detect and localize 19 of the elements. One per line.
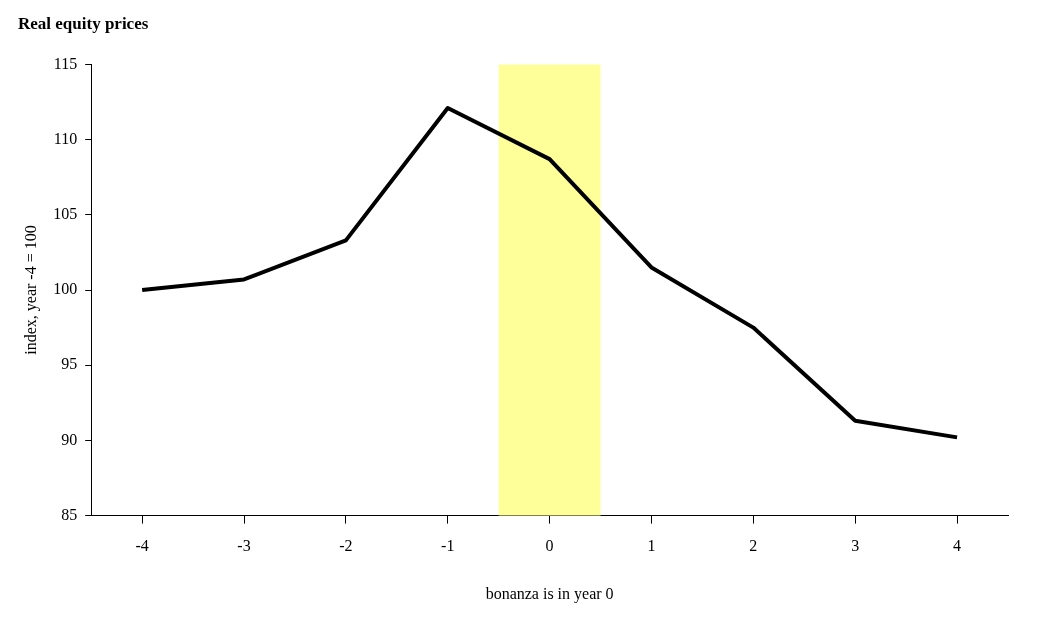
x-tick-label: 0 [545,537,554,555]
y-axis-title: index, year -4 = 100 [21,225,40,355]
y-tick-label: 95 [61,355,78,373]
x-tick-label: 1 [647,537,656,555]
y-tick-label: 105 [53,205,78,222]
y-tick-label: 85 [61,505,78,523]
x-tick-label: -3 [237,537,251,555]
y-tick-label: 115 [53,54,78,72]
y-tick-label: 100 [53,280,78,298]
y-tick-label: 110 [53,129,78,147]
x-tick-label: -4 [135,537,149,555]
x-tick-label: -1 [441,537,455,555]
x-tick-label: 3 [851,537,860,555]
x-axis-title: bonanza is in year 0 [485,584,614,603]
x-tick-label: -2 [339,537,353,555]
x-tick-label: 2 [749,537,758,555]
chart-title: Real equity prices [18,13,149,33]
y-tick-label: 90 [61,430,78,448]
x-tick-label: 4 [953,537,962,555]
